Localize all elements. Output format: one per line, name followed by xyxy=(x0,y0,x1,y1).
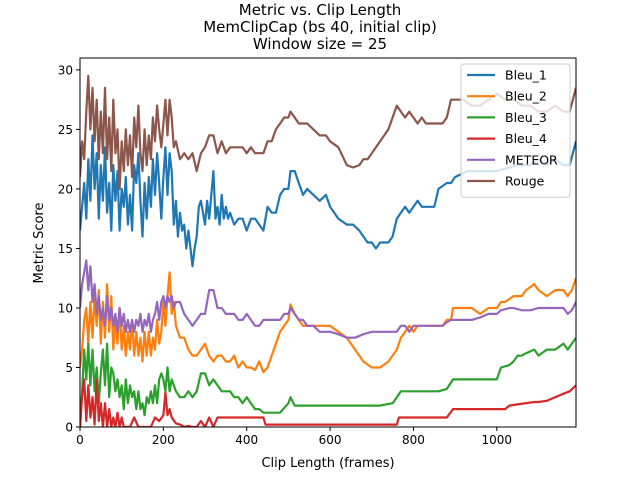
y-tick-label: 30 xyxy=(58,63,73,77)
chart-title-line-2: MemClipCap (bs 40, initial clip) xyxy=(203,18,437,36)
chart-title-line-3: Window size = 25 xyxy=(253,35,387,53)
legend-label: Bleu_2 xyxy=(505,89,547,104)
x-tick-label: 200 xyxy=(152,433,175,447)
series-line-bleu-1 xyxy=(80,134,576,268)
x-tick-label: 0 xyxy=(76,433,84,447)
y-tick-label: 5 xyxy=(65,361,73,375)
series-line-meteor xyxy=(80,259,576,339)
plot-area xyxy=(79,57,577,428)
legend-box xyxy=(460,63,571,198)
series-line-bleu-3 xyxy=(80,337,576,427)
y-axis-label: Metric Score xyxy=(32,203,47,284)
x-tick-label: 400 xyxy=(235,433,258,447)
y-tick-label: 20 xyxy=(58,182,73,196)
legend-label: Bleu_3 xyxy=(505,110,547,125)
chart-title-line-1: Metric vs. Clip Length xyxy=(239,1,401,19)
x-tick-label: 800 xyxy=(402,433,425,447)
legend-label: METEOR xyxy=(505,152,558,167)
legend: Bleu_1 Bleu_2 Bleu_3 Bleu_4 METEOR Rouge xyxy=(460,63,571,198)
x-axis-label: Clip Length (frames) xyxy=(261,456,394,471)
series-line-bleu-4 xyxy=(80,378,576,427)
legend-label: Bleu_4 xyxy=(505,131,547,146)
series-layer xyxy=(80,74,576,427)
x-tick-label: 600 xyxy=(319,433,342,447)
y-tick-label: 15 xyxy=(58,242,73,256)
axes-frame xyxy=(79,57,577,428)
series-line-rouge xyxy=(80,74,576,190)
legend-label: Rouge xyxy=(505,174,545,189)
series-line-bleu-2 xyxy=(80,271,576,374)
legend-label: Bleu_1 xyxy=(505,68,547,83)
y-axis: 0 5 10 15 20 25 30 xyxy=(58,63,80,435)
y-tick-label: 10 xyxy=(58,301,73,315)
x-axis: 0 200 400 600 800 1000 xyxy=(76,427,512,447)
x-tick-label: 1000 xyxy=(482,433,513,447)
y-tick-label: 25 xyxy=(58,123,73,137)
y-tick-label: 0 xyxy=(65,421,73,435)
